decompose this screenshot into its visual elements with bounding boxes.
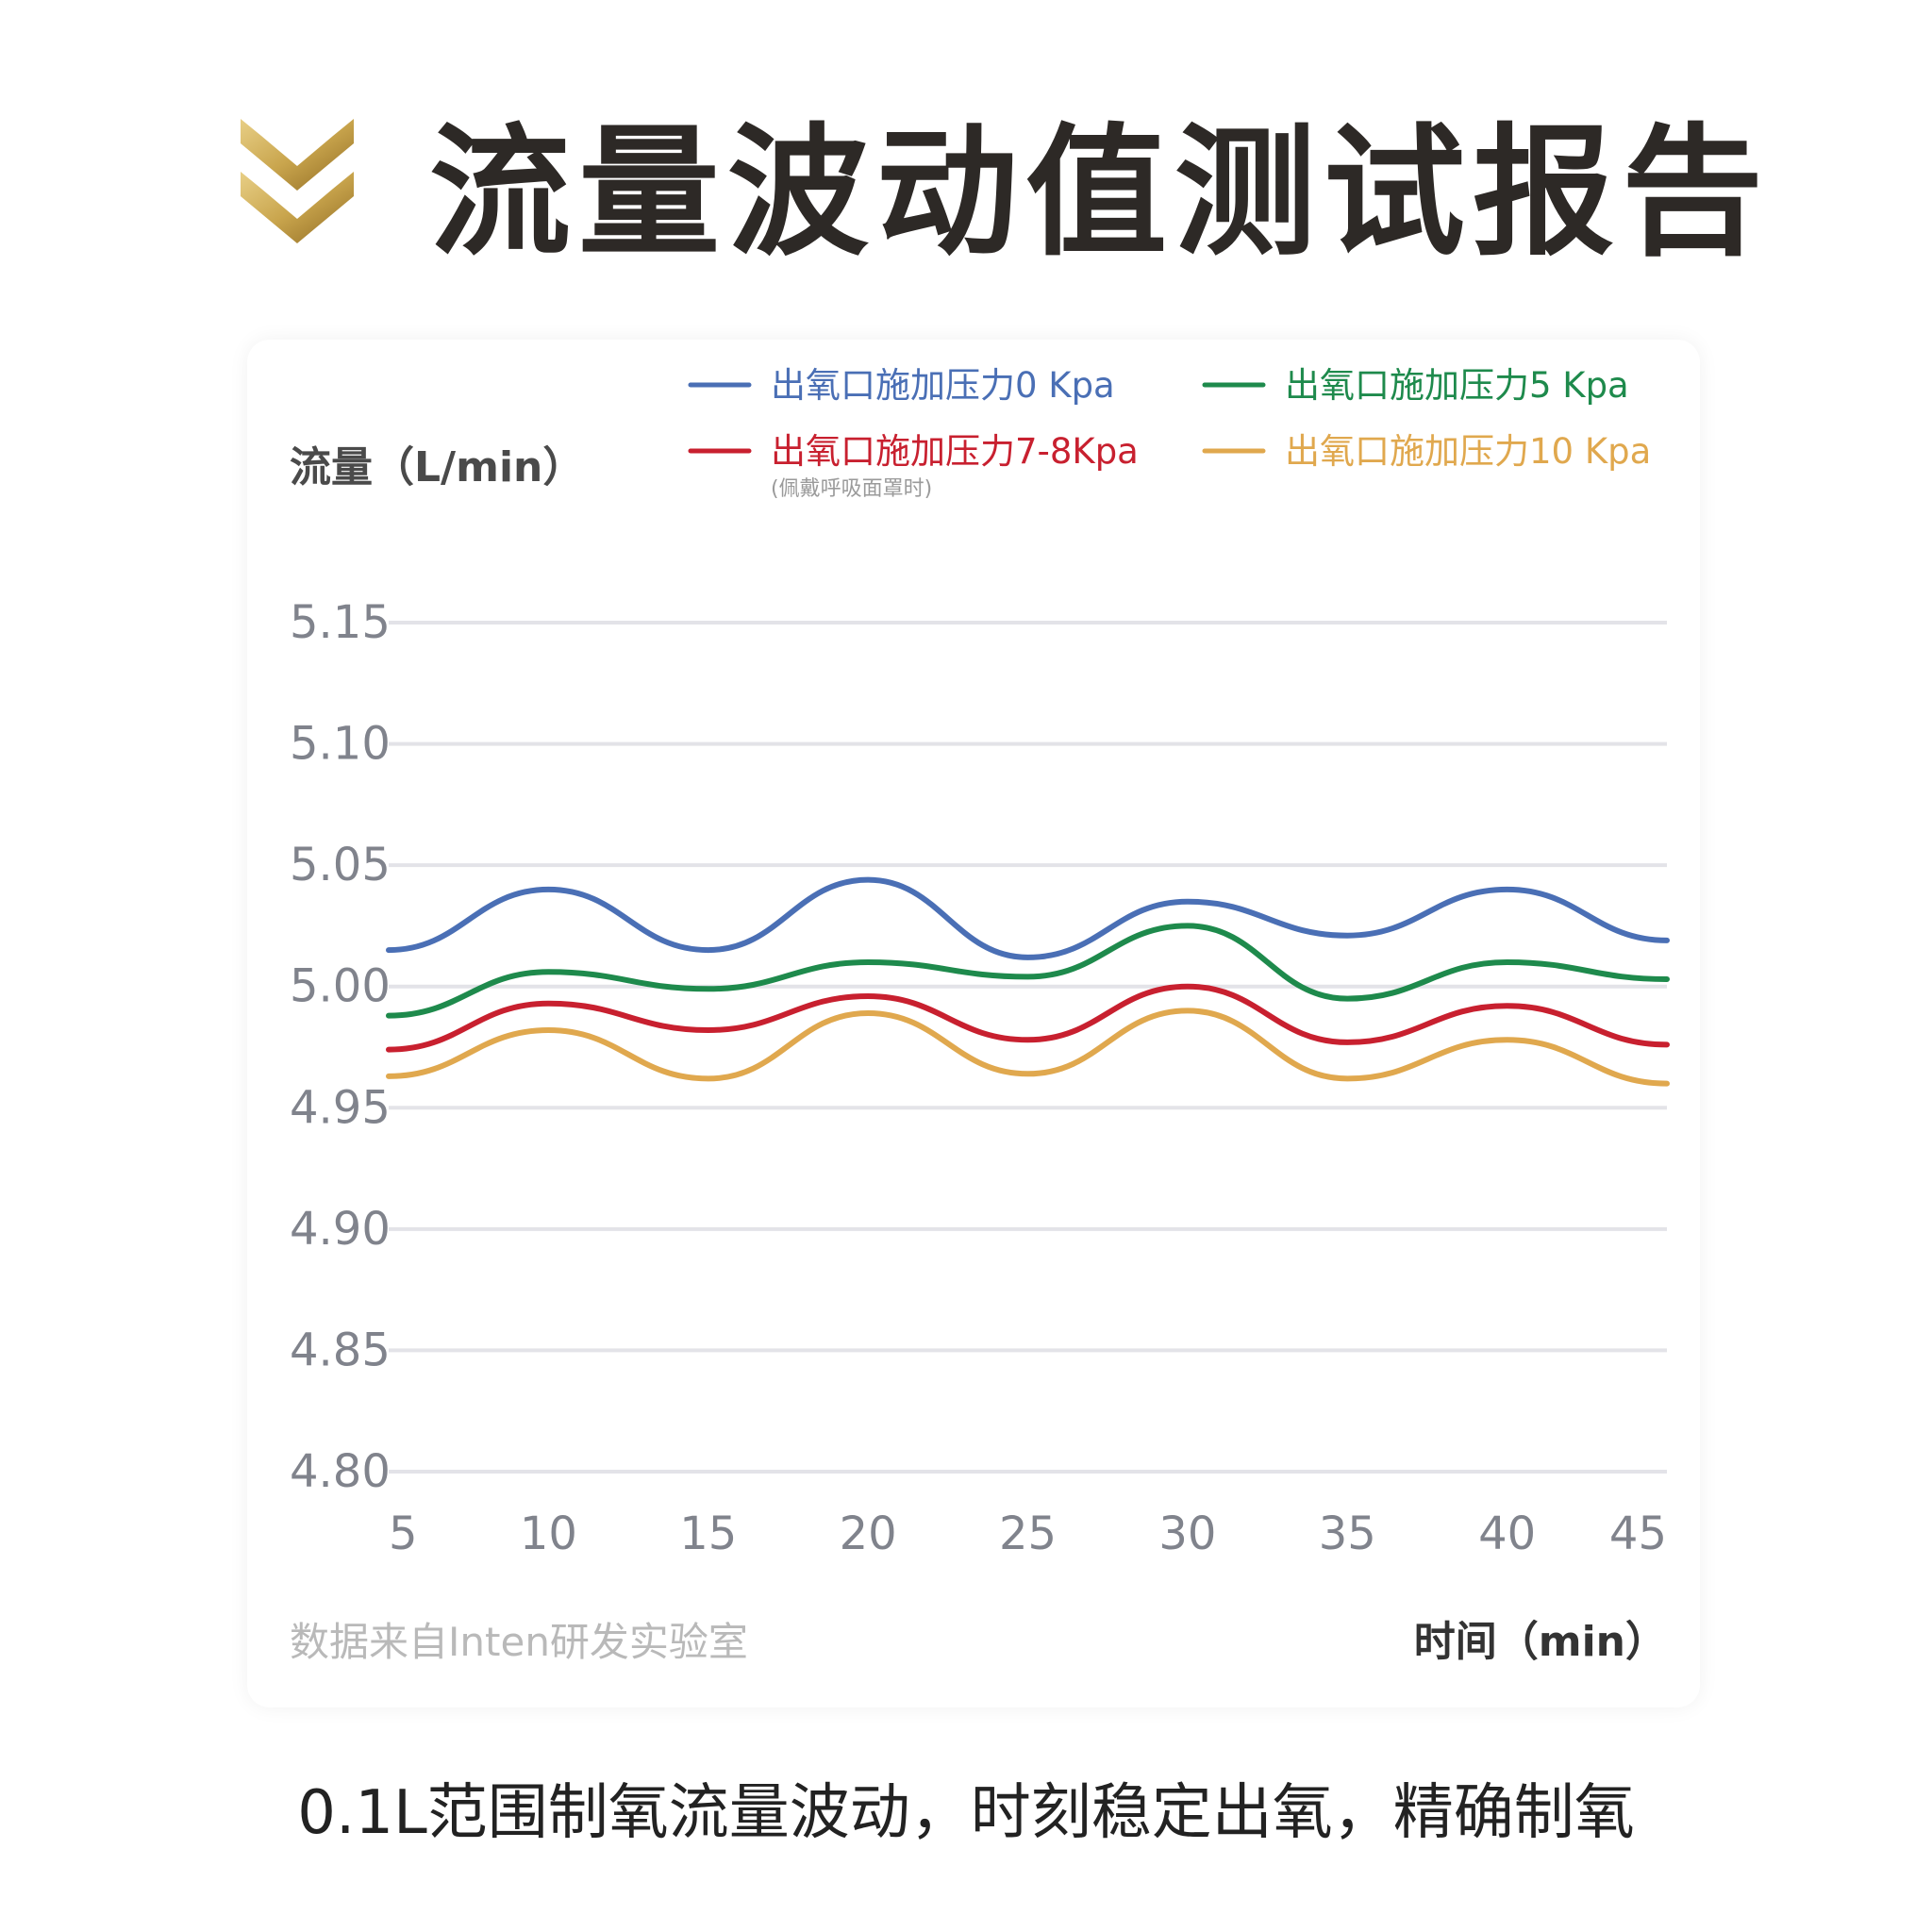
line-chart: 出氧口施加压力0 Kpa 出氧口施加压力5 Kpa 出氧口施加压力7-8Kpa … [290,365,1670,1666]
series-line-7-8kpa [386,983,1670,1053]
x-tick-label: 20 [840,1507,897,1560]
page-title: 流量波动值测试报告 [429,111,1772,275]
series-lines [386,876,1670,1087]
y-tick-label: 5.00 [290,960,391,1013]
y-tick-label: 4.80 [290,1445,391,1498]
x-tick-label: 35 [1319,1507,1376,1560]
x-tick-label: 40 [1478,1507,1536,1560]
legend-label-10kpa: 出氧口施加压力10 Kpa [1285,431,1651,472]
y-tick-label: 5.05 [290,839,391,891]
legend-note-7-8kpa: (佩戴呼吸面罩时) [771,477,932,501]
y-tick-label: 4.90 [290,1203,391,1256]
legend-item-0kpa: 出氧口施加压力0 Kpa [688,365,1115,406]
source-note: 数据来自Inten研发实验室 [290,1619,748,1665]
grid [389,621,1667,1474]
legend-item-5kpa: 出氧口施加压力5 Kpa [1202,365,1629,406]
y-tick-label: 5.10 [290,718,391,771]
y-tick-label: 4.95 [290,1081,391,1134]
y-axis-label: 流量（L/min） [290,443,584,491]
legend-item-10kpa: 出氧口施加压力10 Kpa [1202,431,1651,472]
x-tick-label: 15 [679,1507,737,1560]
series-line-5kpa [386,923,1670,1019]
legend-label-5kpa: 出氧口施加压力5 Kpa [1285,365,1629,406]
legend-label-7-8kpa: 出氧口施加压力7-8Kpa [771,431,1139,472]
legend-label-0kpa: 出氧口施加压力0 Kpa [771,365,1115,406]
y-tick-label: 5.15 [290,596,391,649]
legend-item-7-8kpa: 出氧口施加压力7-8Kpa (佩戴呼吸面罩时) [688,431,1139,501]
x-axis-label: 时间（min） [1414,1618,1667,1666]
x-tick-label: 25 [999,1507,1057,1560]
x-tick-labels: 5 10 15 20 25 30 35 40 45 [389,1507,1667,1560]
gold-double-chevron-down-icon [241,119,354,243]
x-tick-label: 45 [1609,1507,1667,1560]
x-tick-label: 30 [1158,1507,1216,1560]
legend: 出氧口施加压力0 Kpa 出氧口施加压力5 Kpa 出氧口施加压力7-8Kpa … [688,365,1651,501]
y-tick-labels: 5.15 5.10 5.05 5.00 4.95 4.90 4.85 4.80 [290,596,391,1498]
y-tick-label: 4.85 [290,1324,391,1376]
x-tick-label: 5 [389,1507,418,1560]
series-line-0kpa [386,876,1670,960]
chart-card: 出氧口施加压力0 Kpa 出氧口施加压力5 Kpa 出氧口施加压力7-8Kpa … [247,340,1700,1707]
header: 流量波动值测试报告 [241,113,1763,274]
footer-caption: 0.1L范围制氧流量波动，时刻稳定出氧，精确制氧 [297,1778,1635,1848]
x-tick-label: 10 [520,1507,577,1560]
series-line-10kpa [386,1008,1670,1087]
